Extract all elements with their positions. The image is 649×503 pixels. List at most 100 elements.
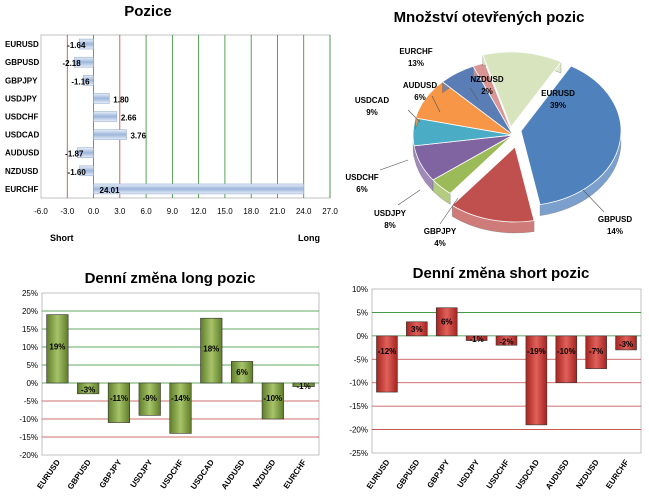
bar-data-label: -14%	[171, 394, 190, 403]
positions-category-label: GBPJPY	[5, 76, 38, 85]
pie-slice-label: USDJPY	[374, 209, 407, 218]
bar	[376, 335, 398, 393]
long-change-bars: 19% -3% -11% -9% -14% 18% 6% -10% -1%	[46, 314, 315, 434]
y-tick-label: 10%	[352, 285, 368, 294]
bar-data-label: 6%	[441, 317, 453, 326]
bar-data-label: -10%	[557, 347, 576, 356]
bar	[169, 382, 192, 434]
category-label: AUDUSD	[544, 458, 571, 491]
bar	[261, 382, 284, 420]
pie-slice-label: GBPUSD	[598, 215, 632, 224]
bar-data-label: 3%	[411, 325, 423, 334]
y-tick-label: 0%	[26, 379, 38, 388]
pie-leader-line	[397, 189, 421, 206]
y-tick-label: 15%	[22, 325, 38, 334]
bar-data-label: -9%	[143, 394, 157, 403]
category-label: USDCAD	[514, 458, 541, 491]
category-label: USDJPY	[129, 457, 155, 489]
bar	[435, 307, 458, 337]
positions-x-tick: 21.0	[270, 207, 286, 216]
bar	[77, 382, 100, 395]
category-label: EURUSD	[365, 458, 392, 491]
bar-data-label: 6%	[236, 368, 248, 377]
short-change-category-labels: EURUSD GBPUSD GBPJPY USDJPY USDCHF USDCAD AUDU…	[365, 457, 631, 491]
category-label: EURCHF	[604, 458, 631, 491]
short-change-plot-area	[371, 288, 642, 454]
category-label: USDCHF	[159, 458, 186, 491]
positions-data-label: 2.66	[121, 114, 137, 123]
bar	[406, 321, 428, 337]
pie-leader-line	[379, 159, 409, 171]
long-change-title: Denní změna long pozic	[85, 270, 256, 287]
positions-bar	[93, 129, 127, 140]
bar	[525, 335, 548, 426]
positions-category-label: EURUSD	[5, 40, 39, 49]
bar-data-label: -19%	[527, 347, 546, 356]
positions-x-tick: 15.0	[217, 207, 233, 216]
bar	[46, 314, 69, 384]
y-tick-label: -5%	[24, 397, 38, 406]
positions-x-tick: 0.0	[88, 207, 100, 216]
bar-data-label: -3%	[619, 340, 633, 349]
pie-slice-label: USDCAD	[355, 96, 389, 105]
bar-data-label: -7%	[589, 347, 603, 356]
positions-bar	[93, 93, 110, 104]
positions-category-label: EURCHF	[5, 185, 38, 194]
positions-category-label: GBPUSD	[5, 58, 39, 67]
pie-slice	[482, 51, 562, 128]
category-label: USDJPY	[456, 457, 482, 489]
positions-x-tick: -3.0	[60, 207, 74, 216]
y-tick-label: -10%	[349, 379, 368, 388]
positions-data-label: 3.76	[130, 132, 146, 141]
positions-data-label: -1.60	[68, 168, 87, 177]
pie-slice-percent: 9%	[366, 108, 378, 117]
pie-leader-line	[469, 87, 479, 101]
positions-data-label: -1.64	[67, 41, 86, 50]
short-change-title: Denní změna short pozic	[413, 265, 590, 282]
positions-category-label: AUDUSD	[5, 149, 39, 158]
short-change-bars: -12% 3% 6% -1% -2% -19% -10% -7% -3%	[376, 307, 637, 426]
positions-x-tick: -6.0	[34, 207, 48, 216]
category-label: NZDUSD	[251, 458, 278, 491]
positions-x-tick: 9.0	[167, 207, 179, 216]
positions-data-label: 24.01	[100, 186, 121, 195]
bar	[585, 335, 607, 369]
pie-leader-line	[431, 95, 441, 113]
positions-category-labels: EURUSD GBPUSD GBPJPY USDJPY USDCHF USDCAD AUDU…	[5, 40, 39, 194]
pie-leader-line	[439, 197, 459, 225]
long-change-category-labels: EURUSD GBPUSD GBPJPY USDJPY USDCHF USDCAD AUDU…	[35, 457, 308, 491]
category-label: USDCHF	[485, 458, 512, 491]
pie-leader-line	[582, 189, 605, 213]
pie-slice-percent: 6%	[356, 185, 368, 194]
pie-slice-percent: 4%	[434, 239, 446, 248]
y-tick-label: -20%	[349, 426, 368, 435]
pie-slice-percent: 14%	[607, 227, 623, 236]
category-label: NZDUSD	[574, 458, 601, 491]
positions-x-tick: 27.0	[322, 207, 338, 216]
pie-labels: EURUSD 39% GBPUSD 14% GBPJPY 4% USDJPY 8% USDCHF…	[345, 47, 632, 248]
pie-slice-label: EURUSD	[541, 89, 575, 98]
bar	[292, 382, 315, 387]
pie-slice-percent: 2%	[481, 87, 493, 96]
positions-chart: Pozice -1.64-2.18-1.161.802.663.76-1.87-…	[5, 3, 338, 243]
pie-slice-label: GBPJPY	[424, 227, 457, 236]
y-tick-label: -5%	[354, 355, 368, 364]
category-label: EURCHF	[282, 458, 309, 491]
positions-bar	[76, 147, 94, 158]
positions-bars: -1.64 -2.18 -1.16 1.80 2.66 3.76 -1.87 -1.60 24.…	[62, 38, 305, 195]
bar-data-label: -1%	[296, 382, 310, 391]
positions-bar	[79, 165, 94, 177]
bar	[495, 335, 518, 346]
y-tick-label: 0%	[356, 332, 368, 341]
bar-data-label: 18%	[203, 344, 219, 353]
short-change-y-ticks: -25% -20% -15% -10% -5% 0% 5% 10%	[349, 285, 368, 458]
category-label: GBPUSD	[394, 458, 421, 491]
positions-x-tick: 24.0	[296, 207, 312, 216]
pie-slice-label: EURCHF	[399, 47, 432, 56]
bar-data-label: 19%	[49, 342, 65, 351]
bar	[138, 382, 161, 416]
long-change-chart: Denní změna long pozic 19% -3% -11% -9% -14%…	[19, 270, 320, 491]
short-change-chart: Denní změna short pozic -12%3%6%-1% -2%-1…	[349, 265, 642, 491]
bar	[200, 317, 223, 384]
